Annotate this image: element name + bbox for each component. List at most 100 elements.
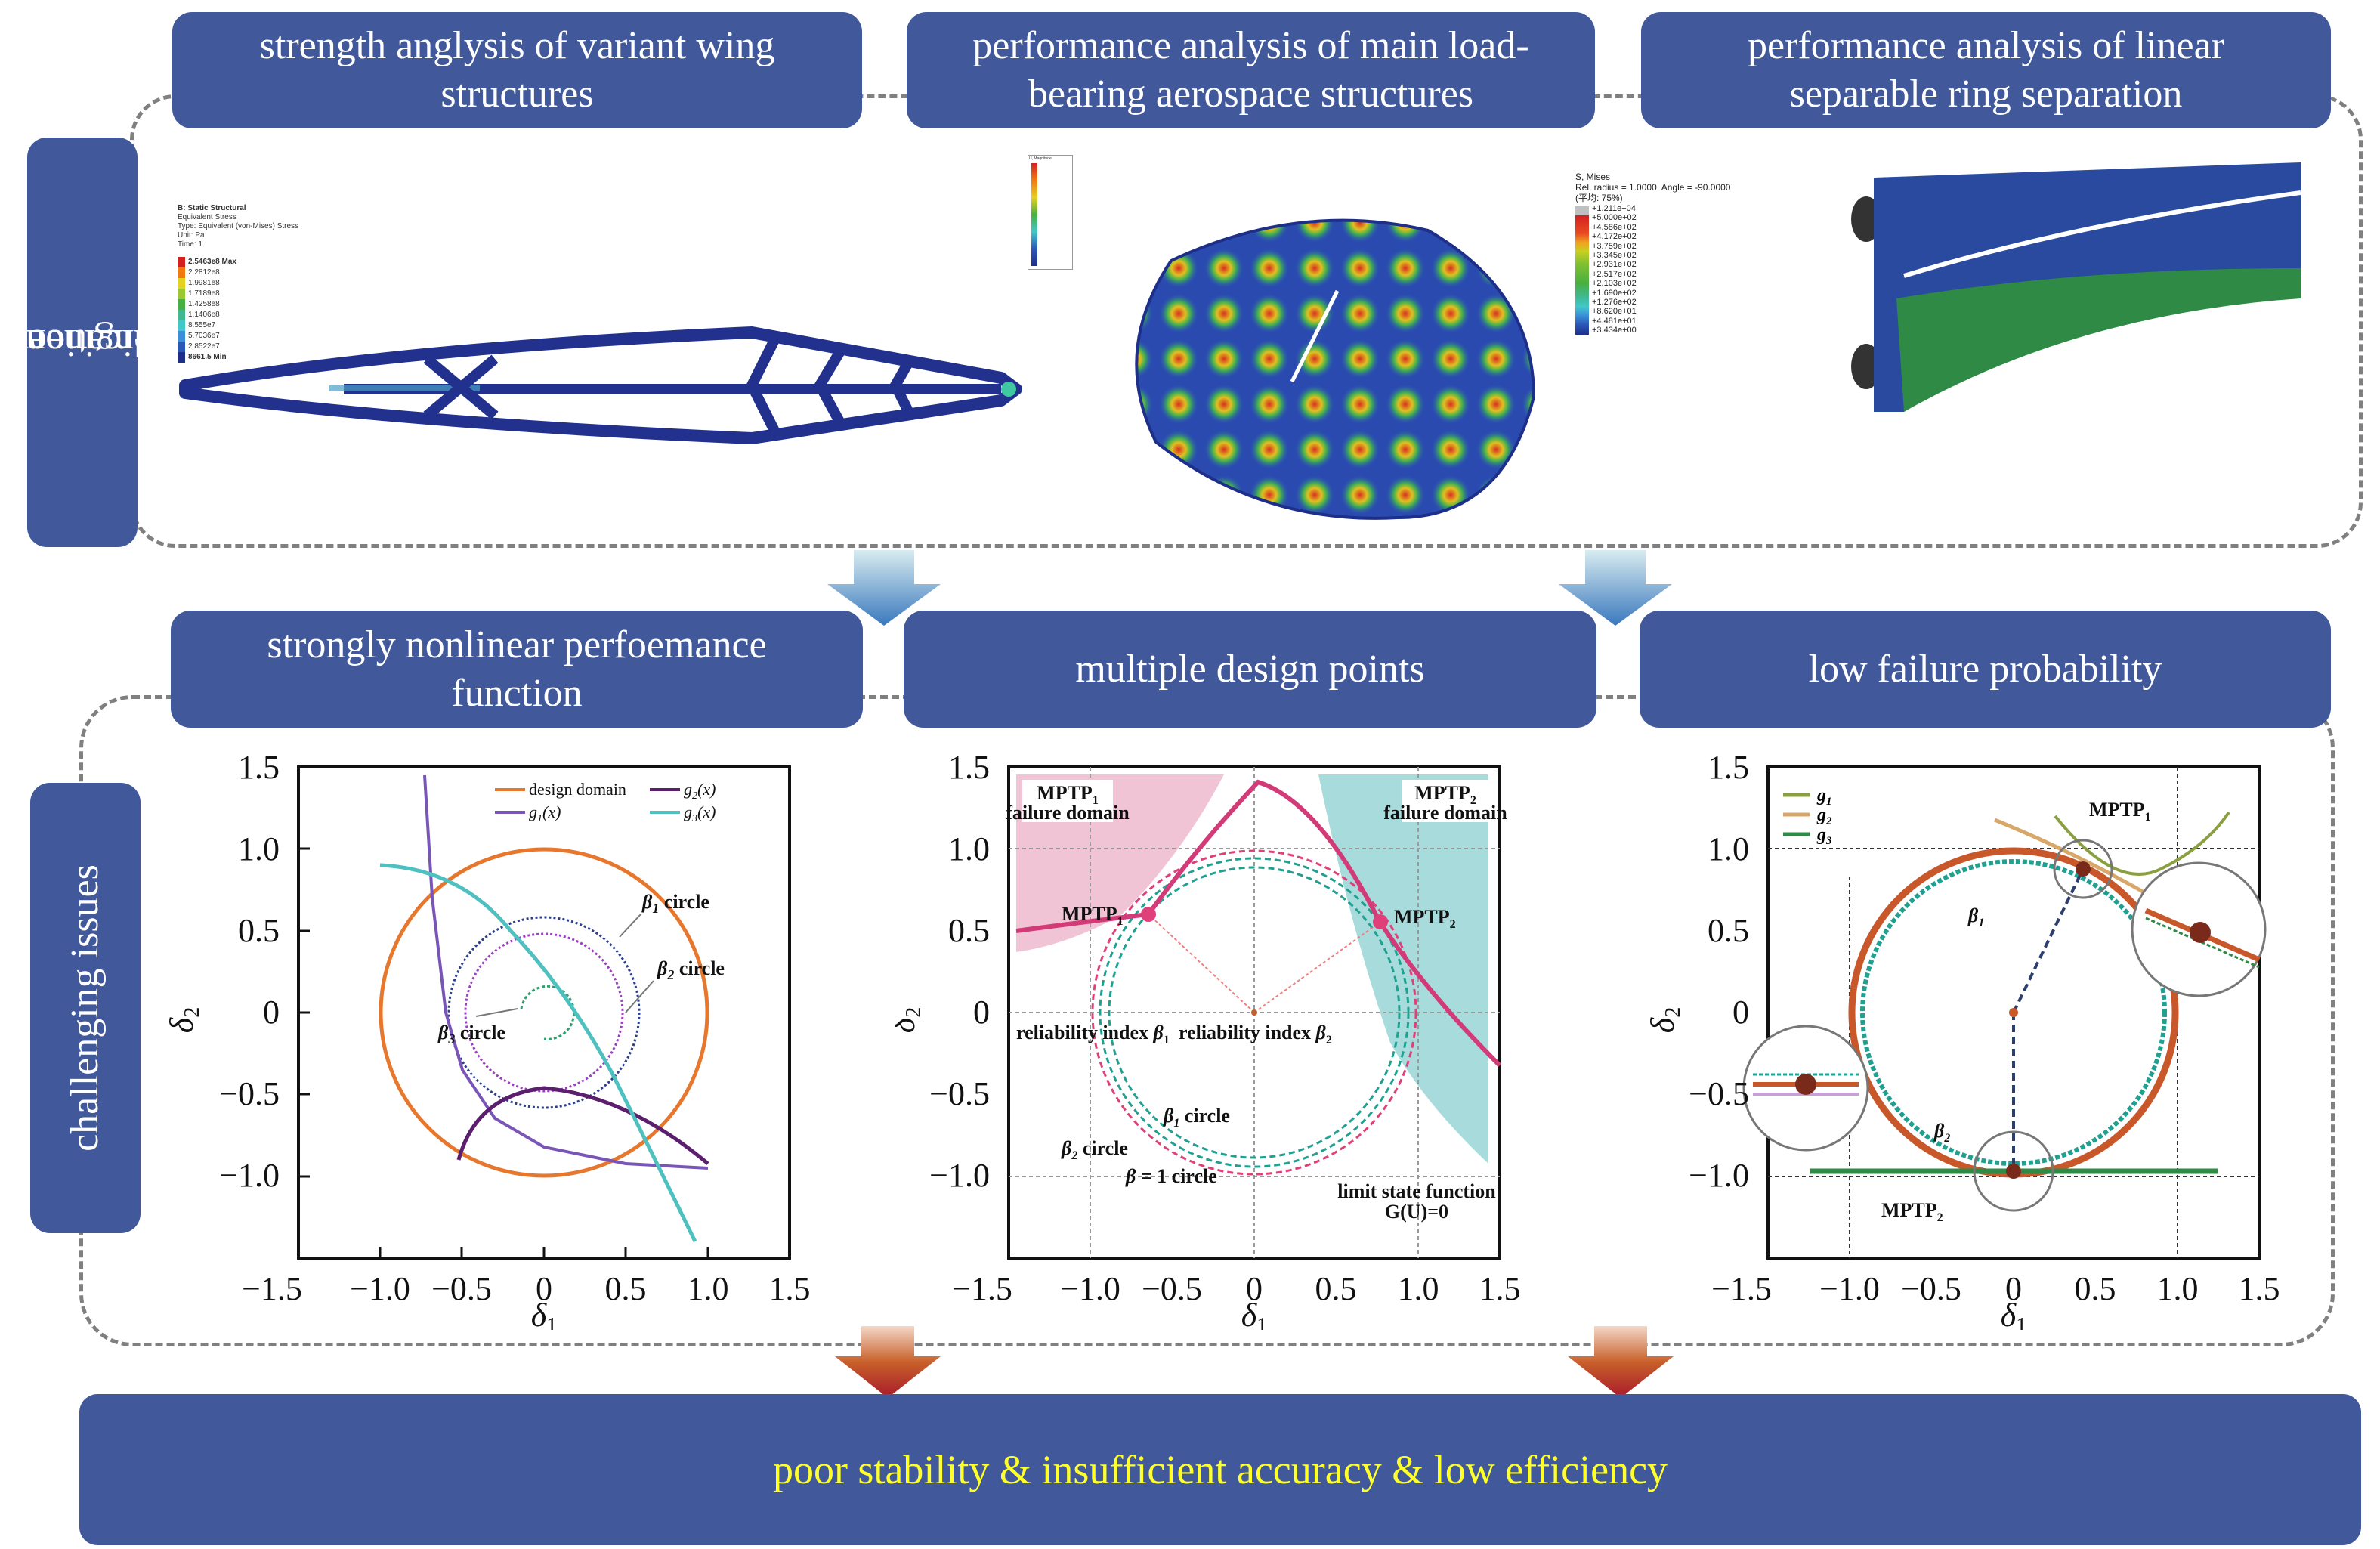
wing-structure-image: B: Static Structural Equivalent Stress T… bbox=[178, 204, 1024, 476]
svg-text:−0.5: −0.5 bbox=[1142, 1270, 1202, 1307]
svg-text:δ1: δ1 bbox=[2001, 1297, 2026, 1330]
svg-text:−0.5: −0.5 bbox=[219, 1075, 280, 1112]
svg-text:−1.0: −1.0 bbox=[1689, 1157, 1749, 1194]
svg-text:−0.5: −0.5 bbox=[431, 1270, 492, 1307]
card-title-low-failure: low failure probability bbox=[1640, 611, 2331, 728]
svg-text:β3 circle: β3 circle bbox=[437, 1022, 505, 1047]
svg-text:1.5: 1.5 bbox=[2239, 1270, 2280, 1307]
arrow-down-blue-1 bbox=[827, 550, 941, 626]
svg-text:δ2: δ2 bbox=[1644, 1007, 1685, 1033]
svg-text:−1.0: −1.0 bbox=[1819, 1270, 1880, 1307]
svg-text:−1.0: −1.0 bbox=[1060, 1270, 1120, 1307]
svg-text:β2 circle: β2 circle bbox=[1061, 1137, 1128, 1162]
svg-text:−1.5: −1.5 bbox=[1711, 1270, 1772, 1307]
ring-legend-title: S, Mises Rel. radius = 1.0000, Angle = -… bbox=[1575, 172, 1731, 203]
svg-text:0.5: 0.5 bbox=[948, 912, 990, 949]
chart-low-failure-probability: 1.5 1.0 0.5 0 −0.5 −1.0 −1.5 −1.0 −0.5 0 0.5 1.0 1.… bbox=[1644, 749, 2280, 1330]
svg-text:0: 0 bbox=[536, 1270, 552, 1307]
svg-text:design domain: design domain bbox=[529, 780, 626, 799]
g1-curve bbox=[423, 774, 709, 1170]
svg-text:−1.5: −1.5 bbox=[952, 1270, 1012, 1307]
svg-text:1.0: 1.0 bbox=[1398, 1270, 1439, 1307]
wing-structure-drawing bbox=[179, 326, 1022, 444]
svg-text:0.5: 0.5 bbox=[1708, 912, 1749, 949]
svg-text:g1(x): g1(x) bbox=[529, 802, 561, 824]
svg-text:1.5: 1.5 bbox=[769, 1270, 811, 1307]
beta1-circle bbox=[447, 916, 641, 1109]
svg-text:limit state function: limit state function bbox=[1337, 1180, 1496, 1202]
svg-text:δ1: δ1 bbox=[1241, 1297, 1267, 1330]
svg-text:g2(x): g2(x) bbox=[684, 780, 716, 802]
g2-curve bbox=[456, 1086, 709, 1165]
svg-text:g3(x): g3(x) bbox=[684, 802, 716, 824]
svg-text:reliability index β1: reliability index β1 bbox=[1016, 1022, 1170, 1047]
card-title-nonlinear: strongly nonlinear perfoemance function bbox=[171, 611, 863, 728]
svg-text:0: 0 bbox=[1732, 994, 1749, 1031]
beta3-circle bbox=[520, 985, 576, 1040]
svg-text:0.5: 0.5 bbox=[238, 912, 280, 949]
svg-text:0.5: 0.5 bbox=[605, 1270, 647, 1307]
svg-text:−0.5: −0.5 bbox=[1901, 1270, 1961, 1307]
svg-text:β = 1 circle: β = 1 circle bbox=[1125, 1165, 1217, 1187]
svg-text:MPTP2: MPTP2 bbox=[1414, 782, 1476, 807]
svg-text:reliability index β2: reliability index β2 bbox=[1179, 1022, 1332, 1047]
svg-text:0: 0 bbox=[973, 994, 990, 1031]
plot-frame bbox=[297, 765, 791, 1260]
conclusion-banner: poor stability & insufficient accuracy &… bbox=[79, 1394, 2361, 1545]
svg-text:1.0: 1.0 bbox=[2157, 1270, 2199, 1307]
chart-multiple-design-points: 1.5 1.0 0.5 0 −0.5 −1.0 −1.5 −1.0 −0.5 0 0.5 1.0 1.… bbox=[895, 749, 1521, 1330]
limit-state-curve bbox=[1015, 779, 1502, 1068]
svg-text:MPTP1: MPTP1 bbox=[2089, 799, 2151, 824]
svg-text:−0.5: −0.5 bbox=[1689, 1075, 1749, 1112]
svg-text:1.5: 1.5 bbox=[948, 749, 990, 786]
svg-text:failure domain: failure domain bbox=[1383, 802, 1507, 824]
svg-text:0: 0 bbox=[1246, 1270, 1263, 1307]
mptp1-point bbox=[1141, 907, 1156, 922]
cylinder-legend: U, Magnitude bbox=[1028, 155, 1073, 270]
svg-text:1.5: 1.5 bbox=[1708, 749, 1749, 786]
svg-text:MPTP2: MPTP2 bbox=[1881, 1199, 1943, 1224]
arrow-down-blue-2 bbox=[1559, 550, 1672, 626]
svg-text:1.0: 1.0 bbox=[1708, 830, 1749, 867]
svg-text:β1 circle: β1 circle bbox=[1163, 1105, 1230, 1130]
svg-text:1.5: 1.5 bbox=[1479, 1270, 1521, 1307]
beta2-circle bbox=[464, 932, 624, 1093]
conclusion-text: poor stability & insufficient accuracy &… bbox=[772, 1447, 1668, 1492]
separation-ring-image: S, Mises Rel. radius = 1.0000, Angle = -… bbox=[1575, 162, 2301, 434]
challenging-issues-label: challenging issues bbox=[30, 783, 141, 1233]
svg-text:−1.0: −1.0 bbox=[929, 1157, 990, 1194]
svg-text:1.0: 1.0 bbox=[688, 1270, 729, 1307]
svg-text:β2 circle: β2 circle bbox=[657, 957, 725, 982]
card-title-multiple-design-points: multiple design points bbox=[904, 611, 1596, 728]
arrow-down-red-2 bbox=[1568, 1326, 1674, 1398]
cylinder-shell-image: U, Magnitude bbox=[1028, 155, 1572, 533]
card-title-aerospace: performance analysis of main load-bearin… bbox=[907, 12, 1595, 128]
svg-text:1.0: 1.0 bbox=[948, 830, 990, 867]
wing-legend: B: Static Structural Equivalent Stress T… bbox=[178, 204, 299, 249]
svg-text:−0.5: −0.5 bbox=[929, 1075, 990, 1112]
card-title-wing: strength anglysis of variant wing structu… bbox=[172, 12, 862, 128]
svg-text:β1 circle: β1 circle bbox=[641, 891, 709, 916]
svg-text:−1.0: −1.0 bbox=[350, 1270, 410, 1307]
svg-text:1.5: 1.5 bbox=[238, 749, 280, 786]
svg-text:0: 0 bbox=[263, 994, 280, 1031]
svg-text:−1.5: −1.5 bbox=[242, 1270, 302, 1307]
svg-text:MPTP1: MPTP1 bbox=[1062, 903, 1124, 928]
ring-color-scale bbox=[1575, 206, 1589, 335]
svg-text:0.5: 0.5 bbox=[2075, 1270, 2116, 1307]
svg-text:MPTP2: MPTP2 bbox=[1394, 906, 1456, 931]
svg-text:δ1: δ1 bbox=[531, 1297, 557, 1330]
chart-nonlinear-performance: 1.5 1.0 0.5 0 −0.5 −1.0 −1.5 −1.0 −0.5 0 0.5 1.0… bbox=[163, 749, 811, 1330]
g3-curve bbox=[379, 863, 697, 1243]
engineering-applications-label: engineeringapplications bbox=[0, 138, 201, 547]
mptp2-point bbox=[1373, 914, 1388, 929]
svg-text:failure domain: failure domain bbox=[1006, 802, 1130, 824]
card-title-separation-ring: performance analysis of linear separable … bbox=[1641, 12, 2331, 128]
arrow-down-red-1 bbox=[835, 1326, 941, 1398]
svg-text:G(U)=0: G(U)=0 bbox=[1385, 1201, 1448, 1223]
svg-text:MPTP1: MPTP1 bbox=[1037, 782, 1099, 807]
svg-text:1.0: 1.0 bbox=[238, 830, 280, 867]
design-domain-circle bbox=[379, 847, 709, 1178]
svg-text:δ2: δ2 bbox=[163, 1007, 204, 1033]
wing-color-scale bbox=[178, 257, 185, 363]
